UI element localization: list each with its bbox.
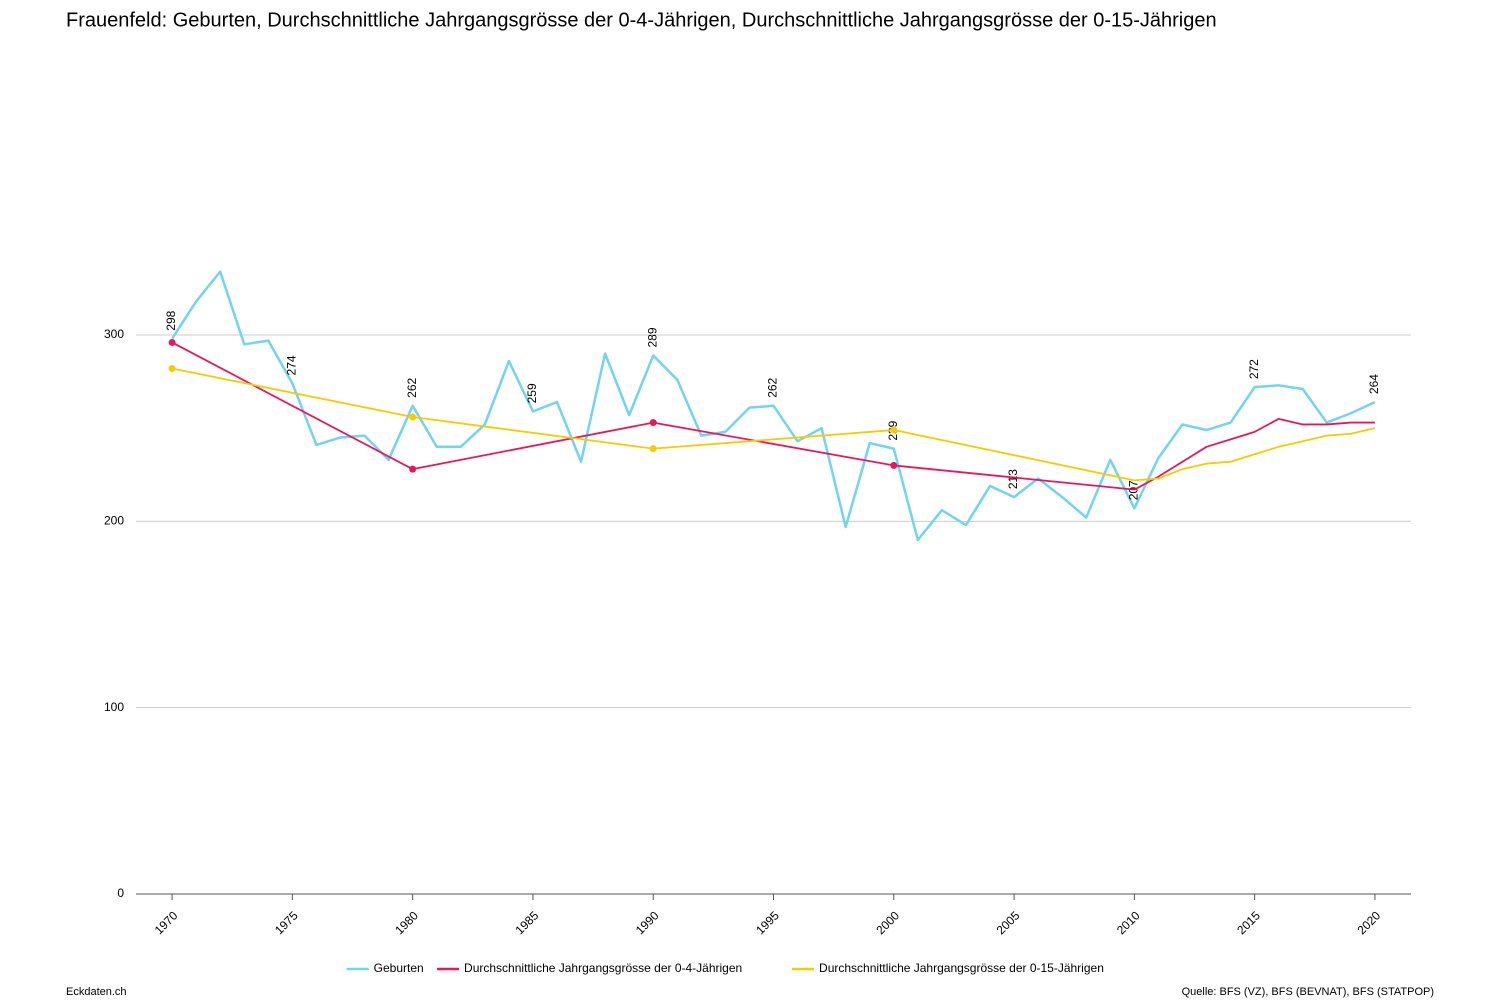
x-tick-label: 2010 (1114, 908, 1143, 937)
source: Quelle: BFS (VZ), BFS (BEVNAT), BFS (STA… (1182, 986, 1434, 998)
x-tick-label: 1975 (272, 908, 301, 937)
x-tick-label: 2020 (1354, 908, 1383, 937)
point (409, 413, 417, 421)
x-tick-label: 1990 (633, 908, 662, 937)
x-tick-label: 1995 (753, 908, 782, 937)
series-line (171, 270, 1376, 542)
data-label: 298 (164, 310, 178, 330)
data-label: 213 (1006, 469, 1020, 489)
y-tick-label: 100 (104, 700, 124, 714)
data-label: 262 (405, 377, 419, 397)
legend-label: Durchschnittliche Jahrgangsgrösse der 0-… (819, 961, 1104, 975)
data-label: 264 (1367, 374, 1381, 394)
legend-label: Durchschnittliche Jahrgangsgrösse der 0-… (464, 961, 742, 975)
point (649, 419, 657, 427)
footer: Eckdaten.ch (66, 986, 127, 998)
y-tick-label: 300 (104, 327, 124, 341)
point (890, 461, 898, 469)
point (649, 445, 657, 453)
x-tick-label: 2015 (1234, 908, 1263, 937)
chart-title: Frauenfeld: Geburten, Durchschnittliche … (66, 9, 1217, 31)
grid: 0 100 200 300 1970 1975 1980 1985 1990 1995 2000 20… (104, 327, 1411, 937)
data-label: 262 (766, 377, 780, 397)
data-label: 259 (525, 383, 539, 403)
legend: Geburten Durchschnittliche Jahrgangsgröss… (346, 961, 1104, 975)
data-label: 272 (1247, 359, 1261, 379)
plot: 298274262259289262239213207272264 (164, 270, 1381, 542)
legend-label: Geburten (374, 961, 424, 975)
series-line (171, 341, 1375, 491)
y-tick-label: 0 (117, 886, 124, 900)
data-label: 289 (645, 327, 659, 347)
point (168, 365, 176, 373)
point (890, 426, 898, 434)
point (168, 338, 176, 346)
x-tick-label: 1985 (513, 908, 542, 937)
x-tick-label: 2000 (873, 908, 902, 937)
y-tick-label: 200 (104, 514, 124, 528)
x-tick-label: 1980 (392, 908, 421, 937)
x-tick-label: 1970 (152, 908, 181, 937)
x-tick-label: 2005 (994, 908, 1023, 937)
series-line (171, 367, 1376, 482)
data-label: 274 (285, 355, 299, 375)
point (409, 465, 417, 473)
